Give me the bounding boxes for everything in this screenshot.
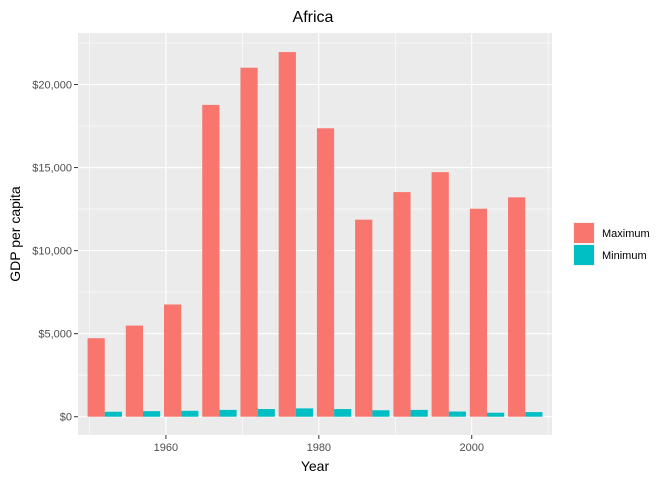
y-axis-title: GDP per capita (7, 186, 23, 282)
bar-minimum-1962 (181, 410, 199, 417)
bar-maximum-1952 (87, 338, 105, 417)
y-tick-label: $10,000 (32, 246, 72, 258)
y-tick-label: $15,000 (32, 163, 72, 175)
bar-minimum-1987 (372, 410, 390, 417)
bar-maximum-1967 (202, 104, 220, 417)
bar-maximum-2002 (469, 208, 488, 417)
legend-label-maximum: Maximum (602, 228, 650, 240)
legend-swatch-minimum (574, 245, 594, 265)
y-tick-label: $20,000 (32, 79, 72, 91)
bar-maximum-1997 (431, 172, 449, 417)
bar-minimum-1957 (142, 411, 161, 417)
legend-label-minimum: Minimum (602, 250, 647, 262)
bar-maximum-1972 (240, 67, 258, 417)
legend: Maximum Minimum (573, 222, 650, 266)
bars-layer (87, 52, 543, 417)
x-tick-label: 2000 (459, 442, 483, 454)
bar-maximum-1977 (278, 52, 296, 417)
bar-minimum-1967 (219, 409, 237, 417)
bar-minimum-1997 (448, 411, 466, 417)
bar-maximum-1982 (316, 128, 335, 417)
bar-minimum-2002 (487, 412, 505, 417)
y-tick-label: $5,000 (38, 329, 72, 341)
x-axis-title: Year (301, 458, 330, 474)
x-axis: 1960 1980 2000 (154, 435, 484, 454)
bar-maximum-2007 (508, 197, 526, 417)
y-tick-label: $0 (60, 412, 72, 424)
bar-minimum-1952 (104, 411, 122, 417)
x-tick-label: 1960 (154, 442, 178, 454)
legend-swatch-maximum (574, 223, 594, 243)
bar-minimum-1982 (334, 409, 352, 417)
chart-title: Africa (293, 9, 334, 26)
bar-minimum-1972 (257, 409, 275, 417)
bar-maximum-1962 (164, 304, 182, 417)
bar-maximum-1957 (125, 325, 143, 417)
bar-minimum-1992 (410, 409, 428, 417)
x-tick-label: 1980 (307, 442, 331, 454)
bar-minimum-1977 (295, 408, 314, 417)
bar-maximum-1987 (355, 219, 373, 417)
y-axis: $0 $5,000 $10,000 $15,000 $20,000 (32, 79, 78, 424)
bar-maximum-1992 (393, 192, 411, 417)
bar-minimum-2007 (525, 412, 543, 417)
